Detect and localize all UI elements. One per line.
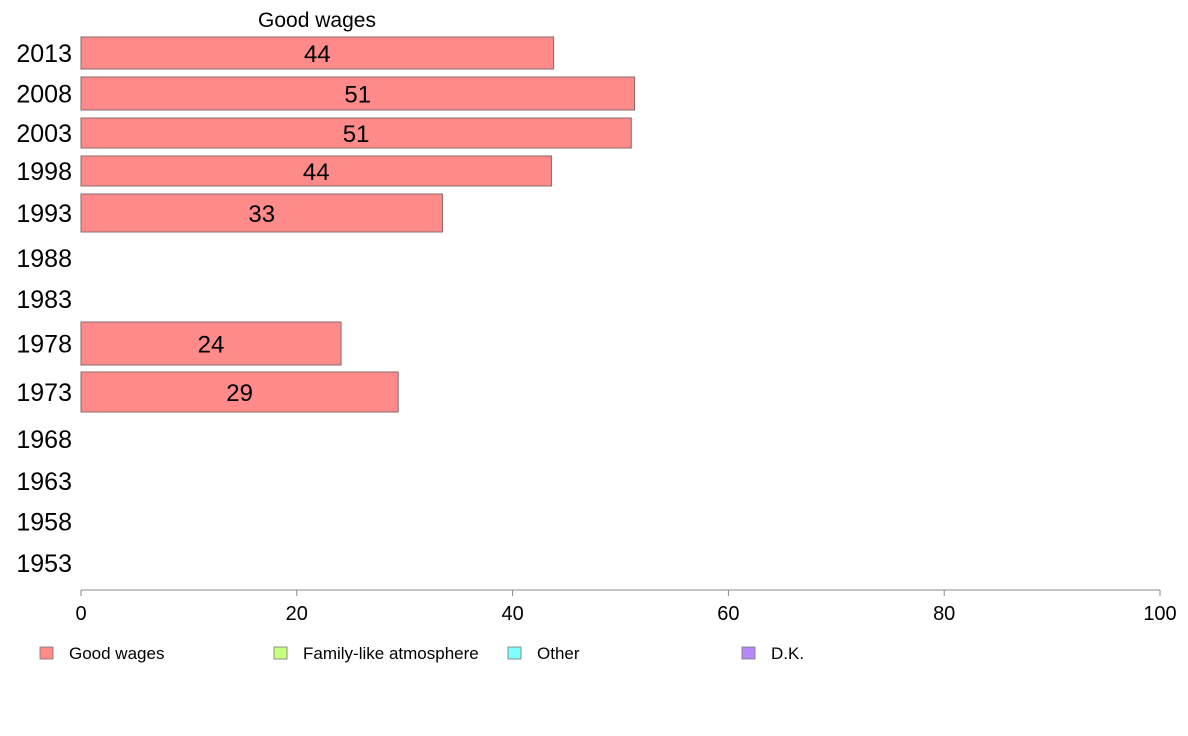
x-tick-label-100: 100 (1143, 603, 1176, 625)
category-label-1978: 1978 (16, 331, 72, 359)
bar-label-1998: 44 (303, 159, 330, 186)
x-tick-label-20: 20 (286, 603, 308, 625)
bars-group (80, 36, 636, 413)
x-tick-label-60: 60 (717, 603, 739, 625)
bar-2013 (80, 36, 555, 70)
category-label-1973: 1973 (16, 379, 72, 407)
bar-2008 (80, 76, 636, 111)
category-label-2013: 2013 (16, 40, 72, 68)
x-tick-label-80: 80 (933, 603, 955, 625)
legend-swatch-family-like-atmosphere (273, 646, 288, 660)
bar-1998 (80, 155, 552, 187)
legend-swatch-d-k (741, 646, 756, 660)
bar-label-1978: 24 (198, 332, 225, 359)
bar-1993 (80, 193, 443, 233)
category-label-2003: 2003 (16, 120, 72, 148)
category-label-1968: 1968 (16, 426, 72, 454)
bar-1973 (80, 371, 399, 413)
bar-label-2008: 51 (344, 82, 371, 109)
legend-label-other: Other (537, 644, 580, 663)
category-label-1998: 1998 (16, 158, 72, 186)
bar-label-2003: 51 (343, 121, 370, 148)
legend-label-family-like-atmosphere: Family-like atmosphere (303, 644, 479, 663)
legend-label-d-k: D.K. (771, 644, 804, 663)
bar-label-1993: 33 (248, 201, 275, 228)
bar-label-1973: 29 (226, 380, 253, 407)
category-label-1958: 1958 (16, 509, 72, 537)
legend-label-good-wages: Good wages (69, 644, 164, 663)
bar-label-2013: 44 (304, 41, 331, 68)
category-label-1993: 1993 (16, 200, 72, 228)
category-label-1983: 1983 (16, 286, 72, 314)
bar-2003 (80, 117, 632, 149)
x-axis: 0 20 40 60 80 100 (75, 589, 1177, 625)
category-labels-group: 2013 2008 2003 1998 1993 1988 1983 1978 1973 1968… (16, 40, 72, 578)
category-label-1963: 1963 (16, 468, 72, 496)
legend-swatch-other (507, 646, 522, 660)
x-tick-label-0: 0 (75, 603, 86, 625)
x-tick-label-40: 40 (501, 603, 523, 625)
bar-1978 (80, 321, 342, 366)
panel-title: Good wages (258, 9, 376, 32)
legend-swatch-good-wages (39, 646, 54, 660)
category-label-1988: 1988 (16, 245, 72, 273)
category-label-1953: 1953 (16, 550, 72, 578)
legend: Good wages Family-like atmosphere Other D.K… (39, 644, 804, 663)
category-label-2008: 2008 (16, 81, 72, 109)
